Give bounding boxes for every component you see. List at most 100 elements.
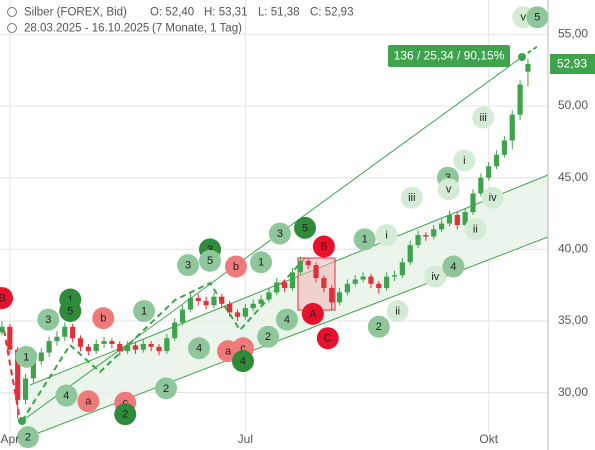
candle-body: [501, 140, 507, 155]
candle-body: [125, 345, 131, 352]
candle-body: [109, 341, 115, 344]
wave-label: b: [233, 261, 239, 273]
candle-body: [266, 292, 272, 300]
candle-body: [462, 212, 468, 225]
wave-path-red: [3, 329, 21, 421]
wave-label: 5: [534, 12, 540, 24]
wave-label: i: [385, 229, 387, 241]
candle-body: [15, 349, 21, 400]
candle-body: [336, 292, 343, 303]
candle-body: [344, 283, 350, 293]
candle-body: [446, 214, 453, 224]
wave-circle: [16, 426, 39, 449]
candle-body: [179, 309, 186, 323]
wave-circle: [224, 255, 247, 278]
wave-circle: [0, 287, 13, 310]
candle-body: [62, 326, 68, 337]
candle-body: [360, 276, 366, 280]
candle-body: [415, 235, 421, 246]
candle-body: [132, 345, 139, 350]
wave-circle: [268, 222, 291, 245]
candle-body: [391, 275, 398, 277]
annotation: 136 / 25,34 / 90,15%: [394, 49, 505, 63]
wave-label: C: [324, 333, 332, 345]
wave-label: 5: [67, 305, 73, 317]
candle-body: [164, 338, 170, 352]
candle-body: [297, 260, 303, 273]
start-dot: [18, 417, 26, 425]
wave-circle: [353, 228, 376, 251]
candle-body: [399, 262, 405, 276]
wave-label: ii: [395, 305, 400, 317]
candle-body: [352, 279, 358, 284]
candle-body: [203, 300, 209, 306]
wave-circle: [424, 265, 447, 288]
symbol: Silber (FOREX, Bid): [24, 7, 127, 19]
wave-circle: [77, 390, 100, 413]
y-tick-label: 35,00: [558, 313, 588, 327]
candle-body: [368, 276, 374, 284]
wave-label: v: [520, 12, 526, 24]
low: L: 51,38: [258, 7, 300, 19]
candle-body: [30, 361, 36, 379]
y-tick-label: 40,00: [558, 242, 588, 256]
wave-circle: [188, 337, 211, 360]
annotation-box: [388, 45, 510, 67]
end-dot: [518, 53, 526, 61]
close: C: 52,93: [310, 7, 353, 19]
candle-body: [274, 282, 280, 293]
wave-circle: [114, 403, 137, 426]
wave-label: 4: [284, 314, 290, 326]
candle-body: [77, 338, 84, 347]
candle-body: [187, 298, 193, 310]
wave-label: c: [122, 397, 128, 409]
candle-body: [234, 312, 241, 317]
candle-body: [140, 343, 146, 350]
period: (7 Monate, 1 Tag): [152, 23, 242, 35]
symbol-icon: [7, 7, 17, 17]
wave-label: 1: [258, 257, 264, 269]
candle-body: [156, 346, 162, 352]
candle-body: [289, 272, 296, 289]
x-tick-label: Jul: [238, 432, 253, 446]
last-price-box: [550, 54, 595, 74]
wave-label: 3: [45, 314, 51, 326]
wave-label: 3: [185, 260, 191, 272]
wave-circle: [437, 178, 460, 201]
candle-body: [305, 260, 311, 266]
wave-circle: [375, 224, 398, 247]
wave-circle: [37, 308, 60, 331]
candle-body: [525, 64, 531, 72]
candle-body: [7, 326, 13, 350]
candle-body: [227, 303, 233, 313]
candle-body: [376, 283, 382, 289]
wave-circle: [526, 6, 549, 29]
y-tick-label: 45,00: [558, 170, 588, 184]
wave-label: 4: [450, 261, 456, 273]
wave-label: 2: [25, 432, 31, 444]
candle-body: [329, 288, 335, 303]
candle-body: [54, 336, 60, 342]
candle-body: [148, 343, 154, 347]
wave-label: 5: [302, 222, 308, 234]
candle-body: [38, 352, 44, 362]
candle-body: [101, 341, 107, 344]
wave-path: [21, 257, 306, 422]
last-price: 52,93: [557, 57, 587, 71]
candle-body: [384, 276, 390, 289]
candle-body: [172, 322, 178, 339]
wave-label: 4: [196, 343, 202, 355]
channel-upper: [29, 174, 548, 386]
candle-body: [211, 296, 217, 306]
correction-box: [297, 257, 336, 311]
high: H: 53,31: [204, 7, 247, 19]
wave-label: 2: [265, 331, 271, 343]
wave-circle: [250, 251, 273, 274]
wave-circle: [301, 302, 324, 325]
candle-body: [509, 114, 515, 141]
candle-body: [470, 193, 476, 213]
wave-circle: [257, 325, 280, 348]
wave-label: 4: [63, 390, 69, 402]
